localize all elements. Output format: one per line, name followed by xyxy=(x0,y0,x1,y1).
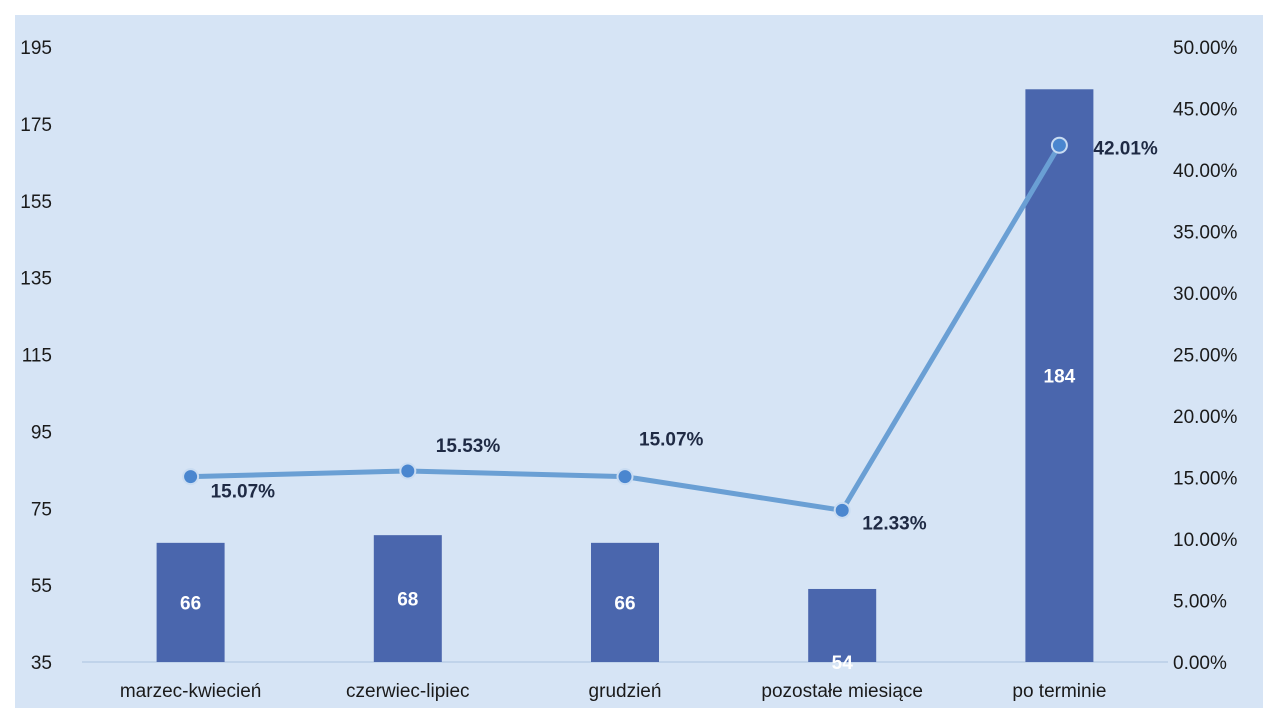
category-label: po terminie xyxy=(1012,681,1106,702)
category-labels: marzec-kwiecień czerwiec-lipiec grudzień po… xyxy=(120,681,1107,702)
line-marker xyxy=(399,462,417,480)
right-tick-label: 5.00% xyxy=(1173,592,1227,613)
left-tick-label: 155 xyxy=(20,192,52,213)
left-tick-label: 175 xyxy=(20,115,52,136)
category-label: pozostałe miesiące xyxy=(761,681,923,702)
left-tick-label: 75 xyxy=(31,499,52,520)
right-tick-label: 40.00% xyxy=(1173,161,1238,182)
right-tick-label: 50.00% xyxy=(1173,38,1238,59)
bar-data-label: 66 xyxy=(180,593,201,614)
left-axis: 195 175 155 135 115 95 75 55 35 xyxy=(20,38,52,674)
line-data-label: 15.07% xyxy=(639,430,704,451)
left-tick-label: 55 xyxy=(31,576,52,597)
line-marker xyxy=(182,468,200,486)
bar-data-label: 66 xyxy=(614,593,635,614)
left-tick-label: 35 xyxy=(31,653,52,674)
right-axis: 50.00% 45.00% 40.00% 35.00% 30.00% 25.00% 20.0… xyxy=(1173,38,1238,674)
right-tick-label: 30.00% xyxy=(1173,284,1238,305)
line-data-label: 12.33% xyxy=(862,513,927,534)
line-series xyxy=(182,136,1068,519)
right-tick-label: 15.00% xyxy=(1173,469,1238,490)
line-marker xyxy=(1050,136,1068,154)
left-tick-label: 115 xyxy=(22,346,52,367)
line-data-label: 15.07% xyxy=(211,482,276,503)
bar-data-labels: 66 68 66 54 184 xyxy=(180,367,1076,674)
category-label: grudzień xyxy=(589,681,662,702)
bar-data-label: 184 xyxy=(1044,367,1076,388)
left-tick-label: 135 xyxy=(20,269,52,290)
line-marker xyxy=(833,501,851,519)
bar xyxy=(156,542,225,662)
line-data-labels: 15.07% 15.53% 15.07% 12.33% 42.01% xyxy=(211,138,1158,534)
right-tick-label: 35.00% xyxy=(1173,223,1238,244)
bar xyxy=(591,542,659,662)
line-data-label: 42.01% xyxy=(1093,138,1158,159)
right-tick-label: 45.00% xyxy=(1173,100,1238,121)
bar-data-label: 54 xyxy=(832,653,854,674)
left-tick-label: 195 xyxy=(20,38,52,59)
right-tick-label: 0.00% xyxy=(1173,653,1227,674)
category-label: czerwiec-lipiec xyxy=(346,681,470,702)
category-label: marzec-kwiecień xyxy=(120,681,261,702)
right-tick-label: 25.00% xyxy=(1173,346,1238,367)
bar-data-label: 68 xyxy=(397,590,418,611)
line-data-label: 15.53% xyxy=(436,436,501,457)
right-tick-label: 20.00% xyxy=(1173,407,1238,428)
right-tick-label: 10.00% xyxy=(1173,530,1238,551)
bar xyxy=(808,588,877,662)
left-tick-label: 95 xyxy=(31,422,52,443)
line-marker xyxy=(616,468,634,486)
bar xyxy=(373,535,442,662)
